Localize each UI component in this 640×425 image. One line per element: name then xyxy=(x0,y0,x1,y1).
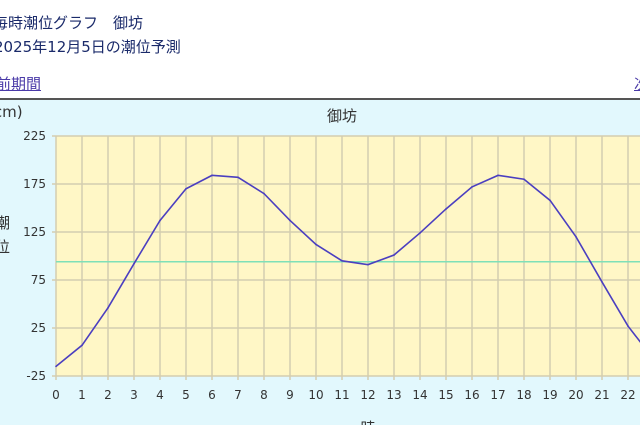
x-tick-label: 11 xyxy=(334,388,349,402)
x-tick-label: 6 xyxy=(208,388,216,402)
x-tick-label: 20 xyxy=(568,388,583,402)
data-point xyxy=(263,192,265,195)
data-point xyxy=(445,208,447,210)
x-tick-label: 17 xyxy=(490,388,505,402)
data-point xyxy=(55,365,57,368)
data-point xyxy=(341,260,343,262)
tide-series-line xyxy=(55,174,640,368)
data-point xyxy=(237,176,239,179)
data-point xyxy=(159,219,161,222)
data-point xyxy=(107,307,109,309)
data-point xyxy=(393,254,395,256)
data-point xyxy=(627,325,629,327)
plot-area xyxy=(56,136,640,376)
x-tick-label: 18 xyxy=(516,388,531,402)
y-tick-label: 125 xyxy=(23,225,46,239)
data-point xyxy=(211,174,213,177)
y-unit-label: (cm) xyxy=(0,103,23,121)
x-tick-label: 19 xyxy=(542,388,557,402)
x-axis-label: 時 xyxy=(360,419,375,425)
y-axis-label: 潮 xyxy=(0,214,10,232)
x-tick-label: 13 xyxy=(386,388,401,402)
y-axis-label: 位 xyxy=(0,238,10,256)
data-point xyxy=(601,281,603,283)
x-tick-label: 3 xyxy=(130,388,138,402)
data-point xyxy=(367,263,369,266)
y-tick-label: 25 xyxy=(31,321,46,335)
data-point xyxy=(133,262,135,265)
next-period-link[interactable]: 次 xyxy=(634,73,640,94)
x-tick-label: 21 xyxy=(594,388,609,402)
data-point xyxy=(315,243,317,246)
x-tick-label: 7 xyxy=(234,388,242,402)
x-tick-label: 16 xyxy=(464,388,479,402)
y-tick-label: -25 xyxy=(26,369,46,383)
data-point xyxy=(523,178,525,180)
x-tick-label: 1 xyxy=(78,388,86,402)
x-tick-label: 0 xyxy=(52,388,60,402)
page-title: 毎時潮位グラフ 御坊 xyxy=(0,14,144,32)
data-point xyxy=(549,199,551,202)
data-point xyxy=(289,219,291,222)
chart-title: 御坊 xyxy=(327,107,357,125)
x-tick-label: 22 xyxy=(620,388,635,402)
x-tick-label: 2 xyxy=(104,388,112,402)
page-subtitle: 2025年12月5日の潮位予測 xyxy=(0,38,181,56)
x-tick-label: 9 xyxy=(286,388,294,402)
x-tick-label: 10 xyxy=(308,388,323,402)
data-point xyxy=(471,186,473,188)
prev-period-link[interactable]: 前期間 xyxy=(0,75,42,93)
x-tick-label: 14 xyxy=(412,388,427,402)
x-tick-label: 15 xyxy=(438,388,453,402)
y-tick-label: 175 xyxy=(23,177,46,191)
data-point xyxy=(497,174,499,177)
data-point xyxy=(419,232,421,234)
data-point xyxy=(185,188,187,190)
data-point xyxy=(575,236,577,238)
x-tick-label: 12 xyxy=(360,388,375,402)
x-tick-label: 8 xyxy=(260,388,268,402)
x-tick-label: 4 xyxy=(156,388,164,402)
y-tick-label: 225 xyxy=(23,129,46,143)
x-tick-label: 5 xyxy=(182,388,190,402)
data-point xyxy=(81,344,83,347)
chart-container: -25 25 75 125 175 225 0 1 2 3 4 5 6 7 8 9 10 11 12 13 14 15 16… xyxy=(0,98,640,425)
y-tick-label: 75 xyxy=(31,273,46,287)
